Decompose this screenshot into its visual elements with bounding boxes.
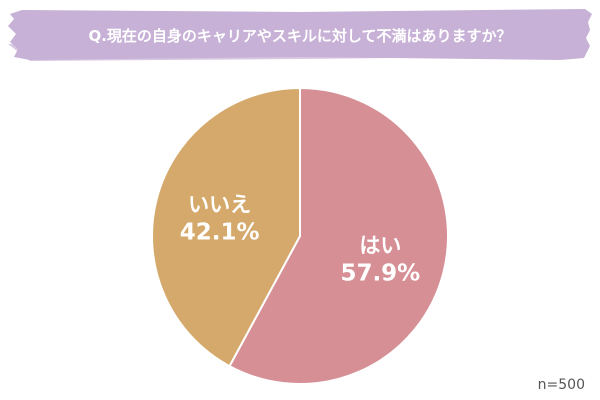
slice-value-label: 57.9% <box>340 260 420 286</box>
pie-slice-yes <box>228 86 449 385</box>
pie-slice-no <box>151 86 301 368</box>
pie-chart: はい 57.9% いいえ 42.1% <box>151 86 449 385</box>
question-banner: Q.現在の自身のキャリアやスキルに対して不満はありますか？ <box>8 9 592 61</box>
sample-size-label: n=500 <box>538 377 585 393</box>
question-text: Q.現在の自身のキャリアやスキルに対して不満はありますか？ <box>88 27 511 45</box>
slice-category-label: はい <box>359 233 401 257</box>
slice-value-label: 42.1% <box>180 220 260 246</box>
slice-category-label: いいえ <box>188 193 251 217</box>
